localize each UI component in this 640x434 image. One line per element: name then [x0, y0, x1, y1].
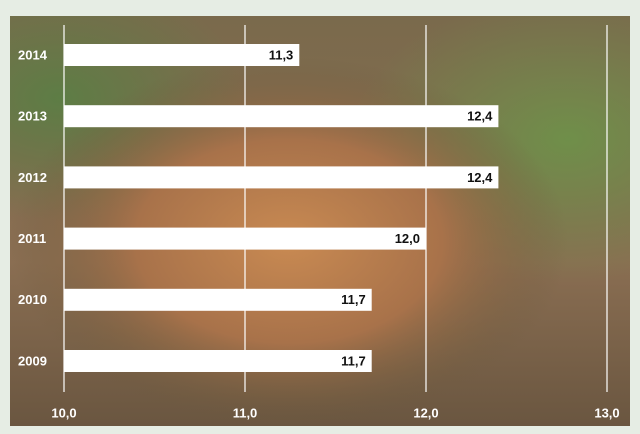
y-tick-label: 2010 [18, 292, 47, 307]
value-label: 12,4 [467, 109, 493, 124]
x-tick-label: 10,0 [51, 405, 76, 420]
value-label: 12,0 [395, 231, 420, 246]
bar [64, 288, 372, 311]
y-tick-label: 2009 [18, 353, 47, 368]
bar [64, 166, 499, 189]
value-label: 11,7 [341, 292, 366, 307]
value-label: 11,7 [341, 353, 366, 368]
value-label: 11,3 [269, 47, 294, 62]
x-tick-label: 12,0 [413, 405, 438, 420]
y-tick-label: 2014 [18, 47, 48, 62]
bar [64, 227, 426, 250]
y-tick-label: 2012 [18, 170, 47, 185]
bar [64, 105, 499, 128]
bar [64, 350, 372, 372]
x-tick-label: 13,0 [594, 405, 619, 420]
bar [64, 44, 300, 66]
y-tick-label: 2011 [18, 231, 46, 246]
x-tick-label: 11,0 [233, 405, 258, 420]
y-tick-label: 2013 [18, 109, 47, 124]
value-label: 12,4 [467, 170, 493, 185]
